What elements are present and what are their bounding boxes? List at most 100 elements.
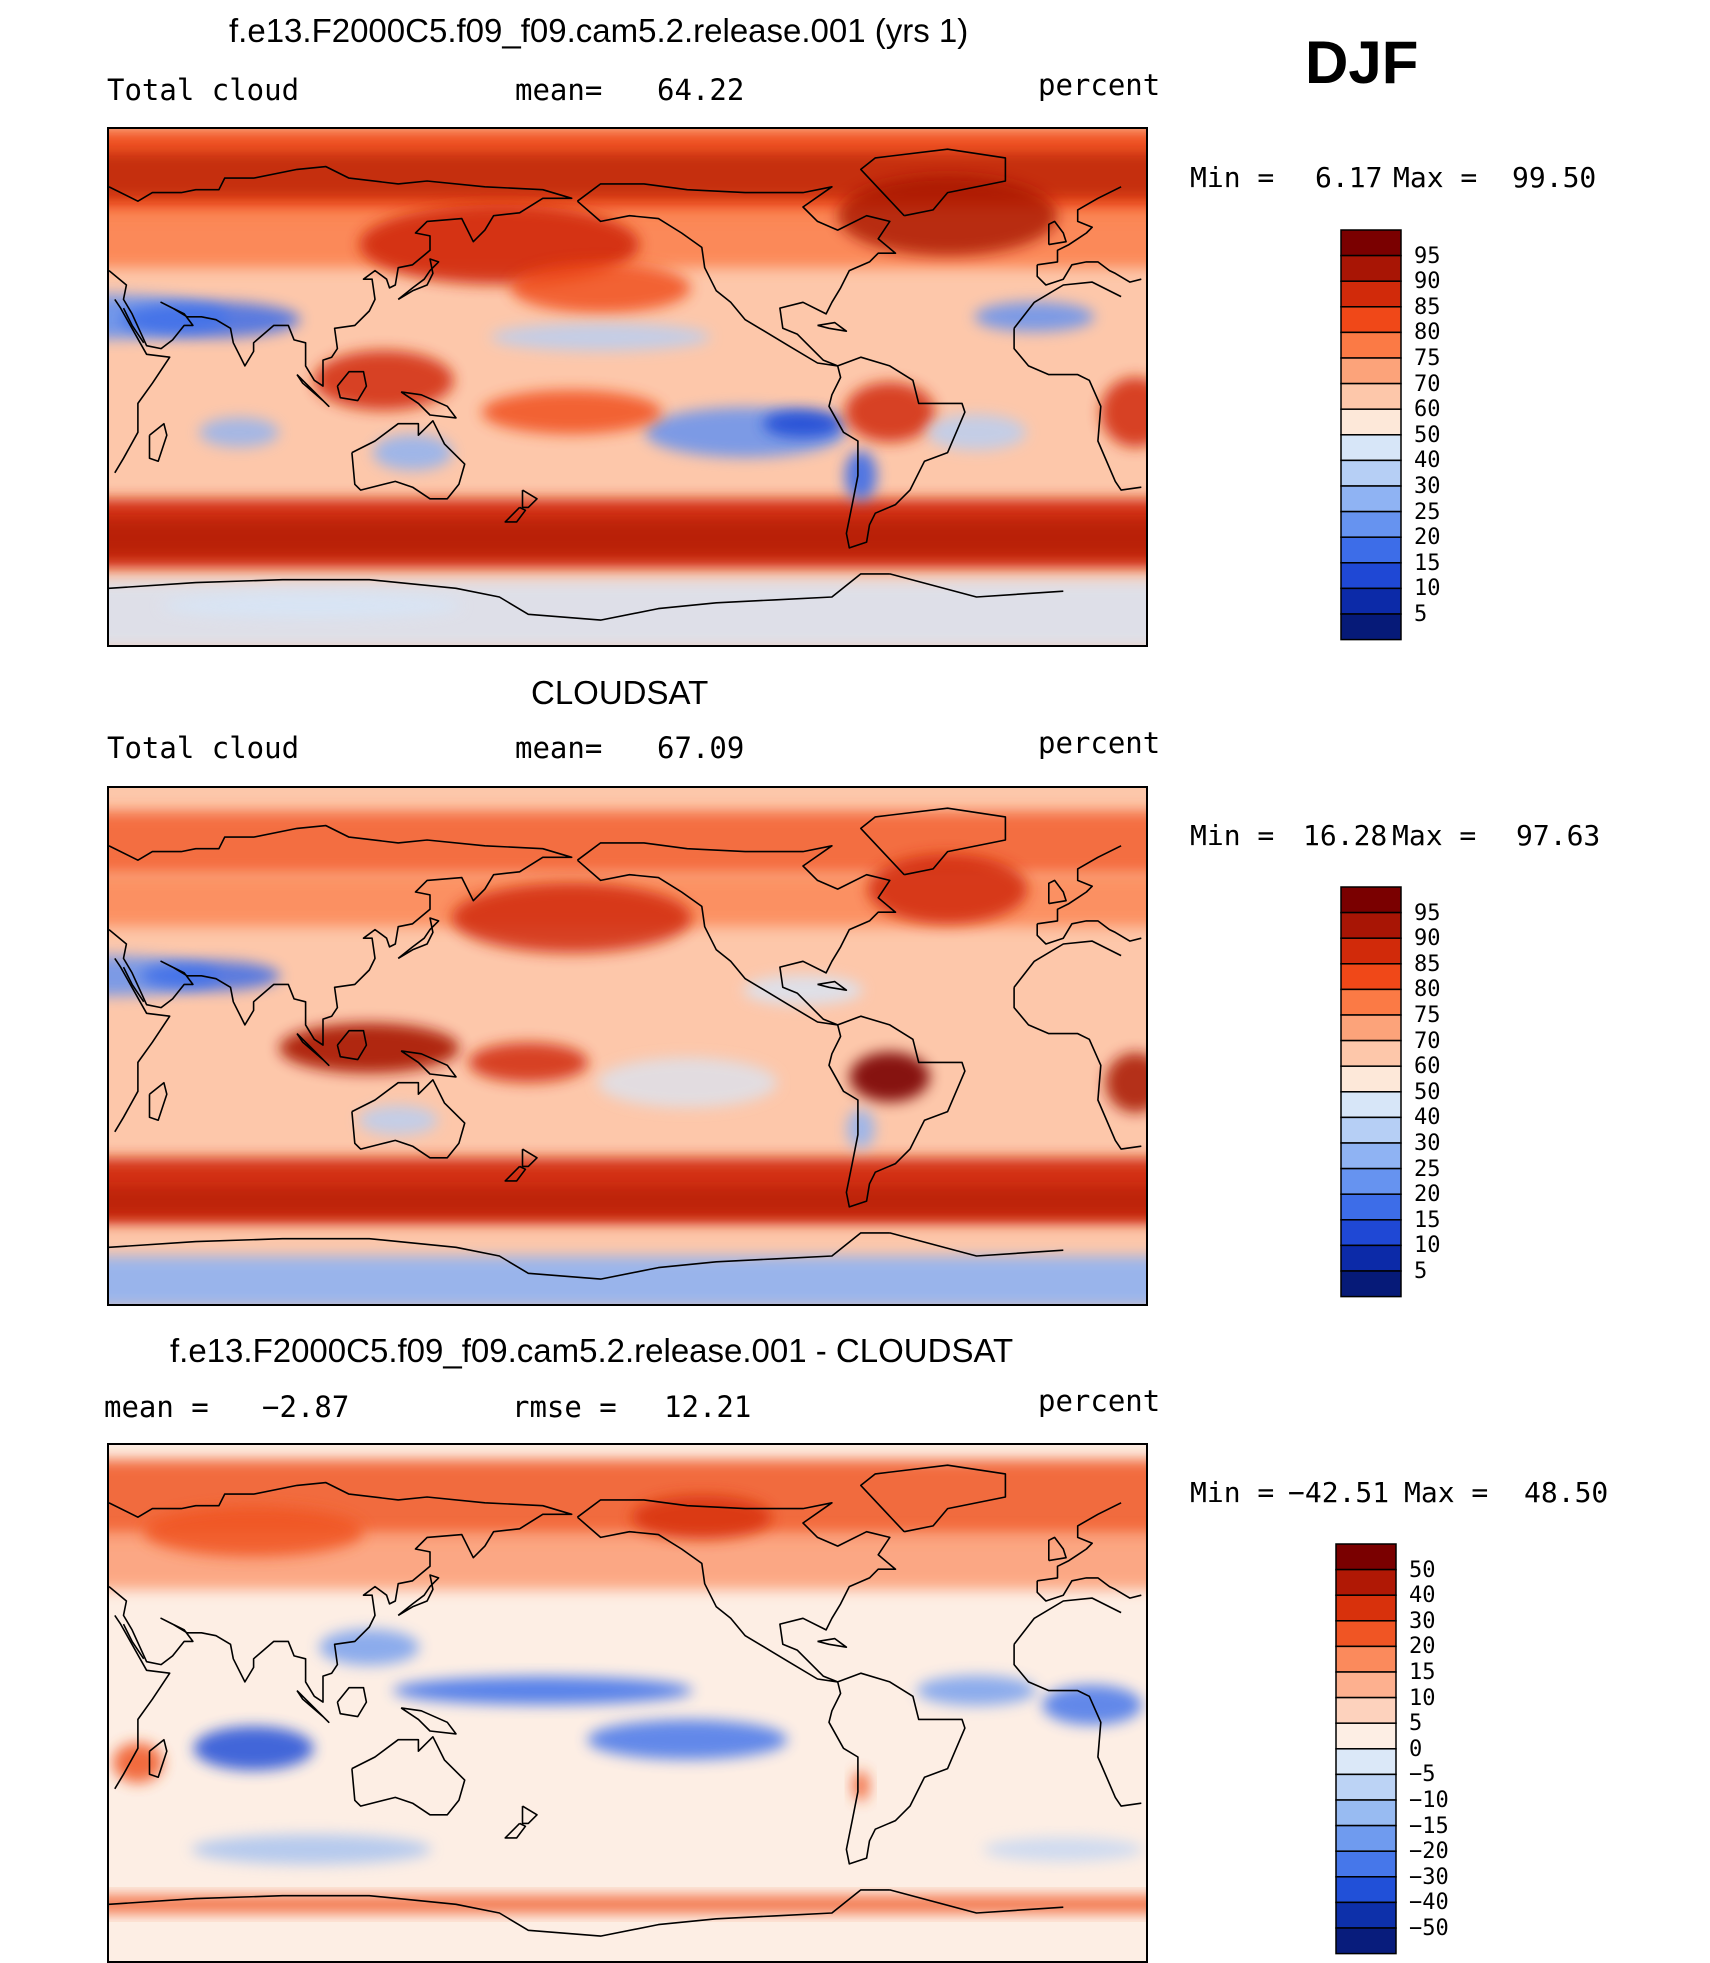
colorbar-swatch: [1340, 536, 1402, 564]
colorbar-swatch: [1340, 1167, 1402, 1195]
coastline-nz2: [504, 506, 527, 523]
coastline-cuba: [817, 1637, 848, 1648]
colorbar-swatch: [1340, 306, 1402, 334]
colorbar-swatch: [1340, 1014, 1402, 1042]
colorbar-tick-label: 80: [1414, 977, 1441, 1003]
panel1-min-value: 6.17: [1315, 161, 1383, 194]
colorbar-tick-label: 85: [1414, 294, 1441, 320]
coastline-sumatra: [296, 1690, 330, 1724]
coastline-newguinea: [400, 1707, 457, 1735]
contour-region: [916, 1675, 1037, 1706]
coastlines: [109, 148, 1142, 621]
siberia-positive: [143, 1506, 364, 1557]
central-africa-cloud: [1100, 377, 1146, 448]
indian-ocean-negative: [193, 1726, 314, 1771]
coastline-africa: [114, 940, 1142, 1150]
coastline-antarctica: [109, 573, 1064, 621]
colorbar-tick-label: −15: [1409, 1813, 1449, 1839]
coastline-eurasia: [109, 824, 1142, 1046]
australia-clear: [358, 1105, 439, 1136]
tropical-pacific-negative: [392, 1676, 693, 1705]
colorbar-tick-label: 20: [1414, 525, 1441, 551]
maritime-continent-cloud: [313, 350, 454, 411]
colorbar-swatch: [1340, 510, 1402, 538]
coastline-arabia_inner: [122, 1623, 145, 1660]
panel2-title: CLOUDSAT: [531, 674, 709, 711]
coastline-samerica: [828, 1672, 966, 1865]
colorbar-tick-label: 90: [1414, 926, 1441, 952]
colorbar-swatch: [1340, 963, 1402, 991]
panel1-mean-value: 64.22: [657, 73, 745, 107]
contour-region: [926, 414, 1027, 451]
coastline-sumatra: [296, 374, 330, 408]
north-pacific-high-cloud: [451, 883, 692, 953]
panel2-max-value: 97.63: [1516, 819, 1601, 852]
atacama-clear: [844, 450, 877, 501]
north-atlantic-high-cloud: [837, 175, 1058, 256]
indian-ocean-clear: [199, 417, 280, 448]
colorbar-tick-label: 15: [1414, 1207, 1441, 1233]
colorbar-swatch: [1340, 1142, 1402, 1170]
panel3-rmse-label: rmse =: [512, 1390, 617, 1424]
contour-region: [763, 409, 843, 438]
antarctic-coast-band: [109, 1227, 1146, 1256]
panel3-min-value: −42.51: [1288, 1476, 1390, 1509]
southern-ocean-core: [109, 1186, 1146, 1216]
coastline-japan: [397, 917, 440, 960]
contour-region: [510, 262, 691, 313]
colorbar-swatch: [1340, 911, 1402, 939]
coastline-borneo: [336, 1029, 368, 1061]
coastline-newguinea: [400, 391, 457, 419]
coastline-namerica: [576, 183, 897, 367]
colorbar-swatch: [1335, 1543, 1397, 1571]
colorbar-swatch: [1335, 1620, 1397, 1648]
coastline-eurasia: [109, 165, 1142, 387]
coastline-greenland: [860, 807, 1007, 876]
colorbar-tick-label: −10: [1409, 1788, 1449, 1813]
colorbar-tick-label: 70: [1414, 371, 1441, 397]
colorbar-tick-label: 60: [1414, 1054, 1441, 1080]
maritime-continent-cloud: [279, 1023, 460, 1073]
contour-region: [191, 1834, 432, 1865]
panel2-map: [107, 786, 1148, 1306]
coastline-nz: [521, 489, 538, 509]
colorbar-tick-label: 5: [1414, 602, 1428, 627]
contour-region: [743, 975, 863, 1006]
colorbar-swatch: [1340, 1219, 1402, 1247]
colorbar-tick-label: −20: [1409, 1839, 1449, 1865]
coastline-greenland: [860, 1464, 1007, 1533]
colorbar-swatch: [1340, 254, 1402, 282]
colorbar-tick-label: 75: [1414, 346, 1441, 371]
colorbar-swatch: [1340, 988, 1402, 1016]
contour-region: [852, 1770, 869, 1801]
antarctica-low-cloud: [109, 1256, 1146, 1304]
colorbar-tick-label: 30: [1414, 1131, 1441, 1156]
coastline-borneo: [336, 370, 368, 402]
colorbar-swatch: [1340, 1270, 1402, 1298]
coastline-uk: [1048, 1536, 1067, 1562]
colorbar-swatch: [1340, 562, 1402, 590]
colorbar-swatch: [1340, 886, 1402, 914]
atlantic-negative: [1042, 1685, 1143, 1725]
colorbar-swatch: [1340, 485, 1402, 513]
spcz-cloud: [481, 390, 662, 435]
coastline-cuba: [817, 980, 848, 991]
colorbar-swatch: [1340, 613, 1402, 641]
colorbar-swatch: [1335, 1901, 1397, 1929]
colorbar-tick-label: 5: [1409, 1711, 1423, 1737]
colorbar-swatch: [1340, 1091, 1402, 1119]
colorbar-swatch: [1340, 459, 1402, 487]
coastline-cuba: [817, 321, 848, 332]
colorbar-tick-label: 90: [1414, 269, 1441, 295]
panel3-max-value: 48.50: [1524, 1476, 1609, 1509]
colorbar-swatch: [1340, 229, 1402, 257]
panel2-contour-map: [109, 788, 1146, 1304]
coastline-antarctica: [109, 1232, 1064, 1280]
alaska-positive: [631, 1495, 772, 1540]
antarctic-coast-positive: [109, 1895, 1146, 1913]
panel3-mean-label: mean =: [104, 1390, 209, 1424]
colorbar-swatch: [1340, 331, 1402, 359]
colorbar-tick-label: 5: [1414, 1259, 1428, 1284]
contour-region: [161, 593, 462, 618]
colorbar-swatches: [1335, 1543, 1397, 1955]
